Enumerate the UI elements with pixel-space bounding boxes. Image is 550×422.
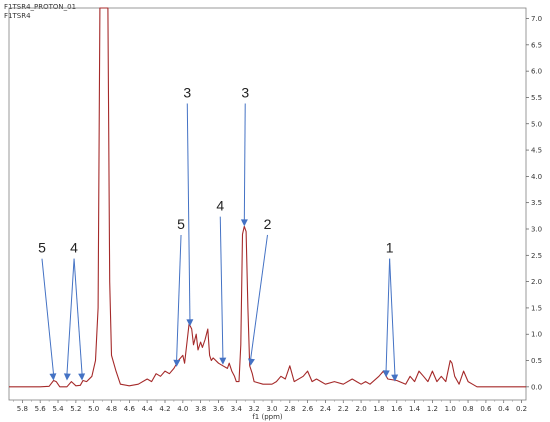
x-tick-label: 0.2 — [516, 405, 527, 413]
annotation-arrow-line — [73, 258, 83, 375]
y-tick-label: 3.0 — [531, 225, 542, 233]
peak-annotations: 5 4 5 3 4 3 2 1 — [38, 84, 399, 382]
y-tick-label: 0.5 — [531, 357, 542, 365]
spectrum-line — [9, 7, 526, 388]
y-tick-label: 4.5 — [531, 147, 542, 155]
y-tick-label: 5.5 — [531, 94, 542, 102]
annotation-label: 3 — [183, 84, 191, 100]
x-tick-label: 0.4 — [498, 405, 510, 413]
x-tick-label: 1.0 — [445, 405, 456, 413]
y-tick-label: 7.0 — [531, 15, 542, 23]
annotation-label: 4 — [70, 240, 78, 256]
annotation-arrow-line — [66, 258, 75, 375]
annotation-arrow-head — [173, 359, 181, 367]
annotation-arrow-line — [219, 216, 224, 359]
annotation-arrow-head — [391, 374, 399, 382]
y-tick-label: 0.0 — [531, 383, 542, 391]
annotation-arrow-line — [41, 258, 55, 375]
y-tick-label: 5.0 — [531, 120, 542, 128]
plot-border — [8, 7, 527, 401]
x-tick-label: 4.4 — [142, 405, 154, 413]
annotation-label: 4 — [216, 198, 224, 214]
x-tick-label: 1.4 — [409, 405, 421, 413]
spectrum-subtitle: F1TSR4 — [4, 12, 31, 20]
annotation-arrow-line — [176, 234, 182, 361]
x-tick-label: 5.2 — [70, 405, 81, 413]
x-tick-label: 1.2 — [427, 405, 438, 413]
x-axis: 5.8 5.6 5.4 5.2 5.0 4.8 4.6 4.4 4.2 4.0 3.8 3.6 3.4 3… — [13, 400, 527, 413]
x-tick-label: 3.8 — [195, 405, 206, 413]
annotation-label: 5 — [38, 240, 46, 256]
annotation-arrow-head — [63, 373, 71, 381]
x-tick-label: 1.6 — [391, 405, 403, 413]
annotation-label: 5 — [177, 216, 185, 232]
x-tick-label: 5.0 — [88, 405, 99, 413]
spectrum-series — [9, 7, 526, 388]
x-tick-label: 4.0 — [177, 405, 188, 413]
annotation-arrow-head — [240, 219, 248, 227]
y-axis: 0.0 0.5 1.0 1.5 2.0 2.5 3.0 3.5 4.0 4.5 5.0 5.5 6.0 6… — [526, 15, 542, 391]
annotation-arrow-head — [382, 370, 390, 378]
x-tick-label: 0.6 — [480, 405, 492, 413]
y-tick-label: 2.5 — [531, 252, 542, 260]
annotation-arrow-head — [247, 358, 255, 366]
x-tick-label: 2.4 — [320, 405, 332, 413]
y-tick-label: 4.0 — [531, 173, 542, 181]
x-tick-label: 3.4 — [231, 405, 243, 413]
annotation-arrow-head — [186, 319, 194, 327]
x-tick-label: 2.6 — [302, 405, 314, 413]
annotation-arrow-line — [385, 258, 391, 372]
x-tick-label: 4.6 — [124, 405, 136, 413]
annotation-arrow-head — [219, 357, 227, 365]
annotation-arrow-line — [243, 103, 246, 221]
x-tick-label: 4.8 — [106, 405, 117, 413]
x-tick-label: 3.6 — [213, 405, 225, 413]
x-tick-label: 0.8 — [462, 405, 473, 413]
x-tick-label: 3.0 — [266, 405, 277, 413]
spectrum-titles: F1TSR4_PROTON_01 F1TSR4 — [4, 3, 76, 21]
annotation-arrow-line — [250, 234, 268, 360]
annotation-arrow-line — [389, 258, 396, 376]
x-tick-label: 2.2 — [338, 405, 349, 413]
x-tick-label: 3.2 — [249, 405, 260, 413]
annotation-label: 1 — [386, 240, 394, 256]
y-tick-label: 2.0 — [531, 278, 542, 286]
y-tick-label: 1.0 — [531, 331, 542, 339]
annotation-label: 3 — [241, 84, 249, 100]
x-tick-label: 2.0 — [356, 405, 367, 413]
y-tick-label: 3.5 — [531, 199, 542, 207]
y-tick-label: 6.5 — [531, 41, 542, 49]
spectrum-title: F1TSR4_PROTON_01 — [4, 3, 77, 11]
annotation-arrow-head — [49, 373, 57, 381]
annotation-arrow-head — [78, 373, 86, 381]
y-tick-label: 6.0 — [531, 68, 542, 76]
x-tick-label: 2.8 — [284, 405, 295, 413]
annotation-arrow-line — [186, 103, 191, 321]
x-tick-label: 5.6 — [35, 405, 47, 413]
x-axis-label: f1 (ppm) — [252, 413, 283, 421]
plot-frame — [8, 7, 527, 401]
x-tick-label: 1.8 — [373, 405, 384, 413]
x-tick-label: 4.2 — [159, 405, 170, 413]
x-tick-label: 5.4 — [52, 405, 64, 413]
y-tick-label: 1.5 — [531, 304, 542, 312]
x-tick-label: 5.8 — [17, 405, 28, 413]
annotation-label: 2 — [264, 216, 272, 232]
